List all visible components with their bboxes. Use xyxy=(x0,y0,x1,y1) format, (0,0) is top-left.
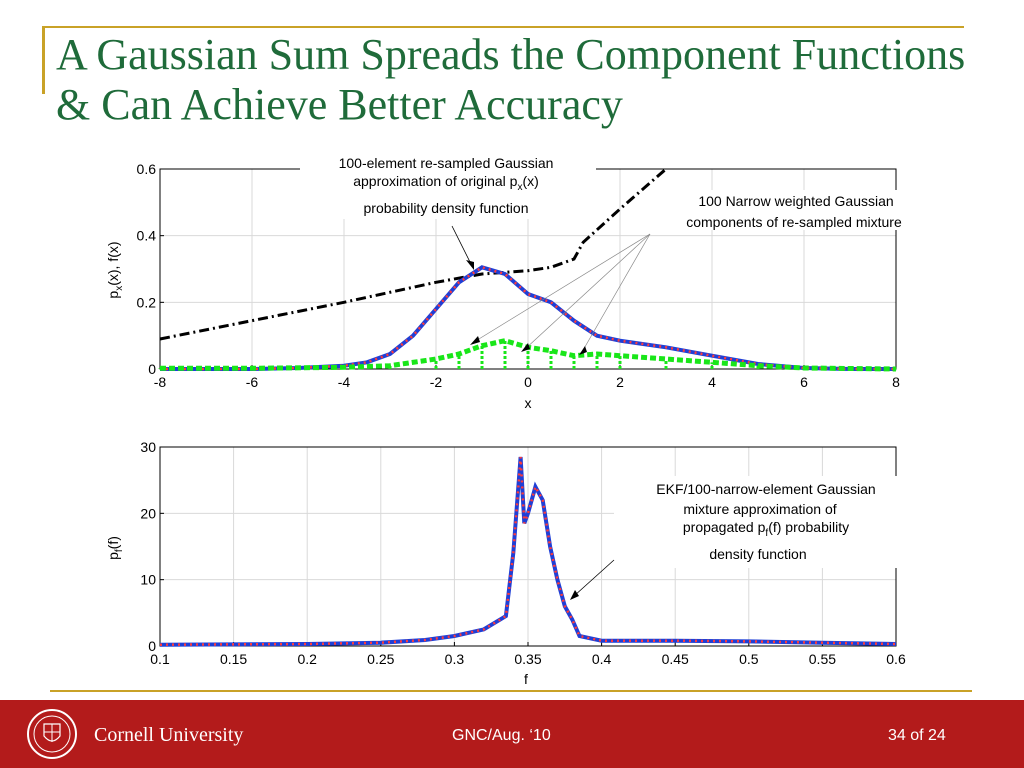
footer-gold-rule xyxy=(50,690,972,692)
top-chart-ytick-label: 0.4 xyxy=(137,228,157,244)
bottom-chart-xtick-label: 0.45 xyxy=(662,651,689,667)
cornell-seal-icon xyxy=(27,709,77,759)
bottom-annotation-line-1: EKF/100-narrow-element Gaussian xyxy=(656,481,875,497)
top-annotation-1-leader xyxy=(451,225,473,267)
bottom-chart-series xyxy=(159,456,897,647)
bottom-chart-ytick-label: 30 xyxy=(140,439,156,455)
bottom-chart-xlabel: f xyxy=(524,671,528,687)
bottom-chart-xtick-label: 0.15 xyxy=(220,651,247,667)
footer-bar: Cornell University GNC/Aug. ‘10 34 of 24 xyxy=(0,700,1024,768)
top-annotation-2-arrowhead-1 xyxy=(470,336,480,345)
top-chart-xtick-label: 2 xyxy=(616,374,624,390)
top-annotation-2-leader-1 xyxy=(473,233,651,343)
svg-text:px(x), f(x): px(x), f(x) xyxy=(105,241,125,298)
top-chart-xtick-label: 0 xyxy=(524,374,532,390)
bottom-chart-xtick-label: 0.35 xyxy=(514,651,541,667)
bottom-chart-xtick-label: 0.2 xyxy=(297,651,317,667)
top-chart-xlabel: x xyxy=(525,395,532,411)
top-chart-series-0-line xyxy=(159,167,667,341)
top-chart-ytick-label: 0 xyxy=(148,361,156,377)
top-chart-xtick-label: -8 xyxy=(154,374,167,390)
top-chart-xtick-label: 6 xyxy=(800,374,808,390)
top-chart-xtick-label: 4 xyxy=(708,374,716,390)
top-chart-ytick-label: 0.6 xyxy=(137,161,157,177)
bottom-annotation-arrowhead xyxy=(570,590,579,600)
top-annotation-1-bg xyxy=(300,155,596,219)
top-chart-ylabel: px(x), f(x) xyxy=(105,241,125,298)
top-annotation-1-line-2: approximation of original px(x) xyxy=(353,173,539,193)
top-annotation-2-leader-2 xyxy=(523,233,651,351)
top-chart-ticks: -8 -6 -4 -2 0 2 4 6 8 0 0.2 0.4 0.6 xyxy=(137,161,901,390)
bottom-annotation-leader xyxy=(573,559,615,597)
slide-title: A Gaussian Sum Spreads the Component Fun… xyxy=(56,30,966,129)
top-chart-xtick-label: -4 xyxy=(338,374,351,390)
svg-text:pf(f): pf(f) xyxy=(105,536,125,560)
bottom-chart-ytick-label: 0 xyxy=(148,638,156,654)
top-annotation-2-line-1: 100 Narrow weighted Gaussian xyxy=(698,193,893,209)
top-annotation-2-bg xyxy=(646,190,942,230)
bottom-chart-xtick-label: 0.6 xyxy=(886,651,906,667)
top-annotation-2-line-2: components of re-sampled mixture xyxy=(686,214,902,230)
university-name: Cornell University xyxy=(94,724,244,746)
top-chart-xtick-label: -2 xyxy=(430,374,443,390)
bottom-annotation-line-4: density function xyxy=(709,546,806,562)
bottom-chart-ytick-label: 20 xyxy=(140,505,156,521)
bottom-annotation-line-3: propagated pf(f) probability xyxy=(683,519,849,539)
footer-center-text: GNC/Aug. ‘10 xyxy=(452,727,551,744)
top-chart-ytick-label: 0.2 xyxy=(137,294,157,310)
top-annotation-1-arrowhead xyxy=(466,260,474,270)
bottom-chart-xtick-label: 0.5 xyxy=(739,651,759,667)
top-annotation-1-line-3: probability density function xyxy=(364,200,529,216)
page-number: 34 of 24 xyxy=(888,727,946,744)
bottom-annotation-bg xyxy=(614,476,918,568)
title-frame-left-rule xyxy=(42,28,45,94)
top-chart-xtick-label: 8 xyxy=(892,374,900,390)
top-chart-series-2-line xyxy=(160,338,897,372)
bottom-chart-series-0-line xyxy=(159,456,897,647)
bottom-chart-xtick-label: 0.25 xyxy=(367,651,394,667)
top-chart-xtick-label: -6 xyxy=(246,374,259,390)
bottom-chart-xtick-label: 0.3 xyxy=(445,651,465,667)
bottom-chart-xtick-label: 0.1 xyxy=(150,651,170,667)
bottom-chart-ylabel: pf(f) xyxy=(105,536,125,560)
top-chart-series-1-line xyxy=(160,265,896,371)
bottom-annotation-line-2: mixture approximation of xyxy=(683,501,836,517)
bottom-chart-xtick-label: 0.4 xyxy=(592,651,612,667)
bottom-chart-ytick-label: 10 xyxy=(140,572,156,588)
top-annotation-2-leader-3 xyxy=(581,233,651,353)
top-annotation-2-arrowhead-2 xyxy=(521,343,530,352)
top-annotation-2-arrowhead-3 xyxy=(579,346,587,355)
bottom-chart-xtick-label: 0.55 xyxy=(809,651,836,667)
top-annotation-1-line-1: 100-element re-sampled Gaussian xyxy=(339,155,554,171)
title-frame-top-rule xyxy=(42,26,964,28)
top-chart-series xyxy=(158,167,897,372)
